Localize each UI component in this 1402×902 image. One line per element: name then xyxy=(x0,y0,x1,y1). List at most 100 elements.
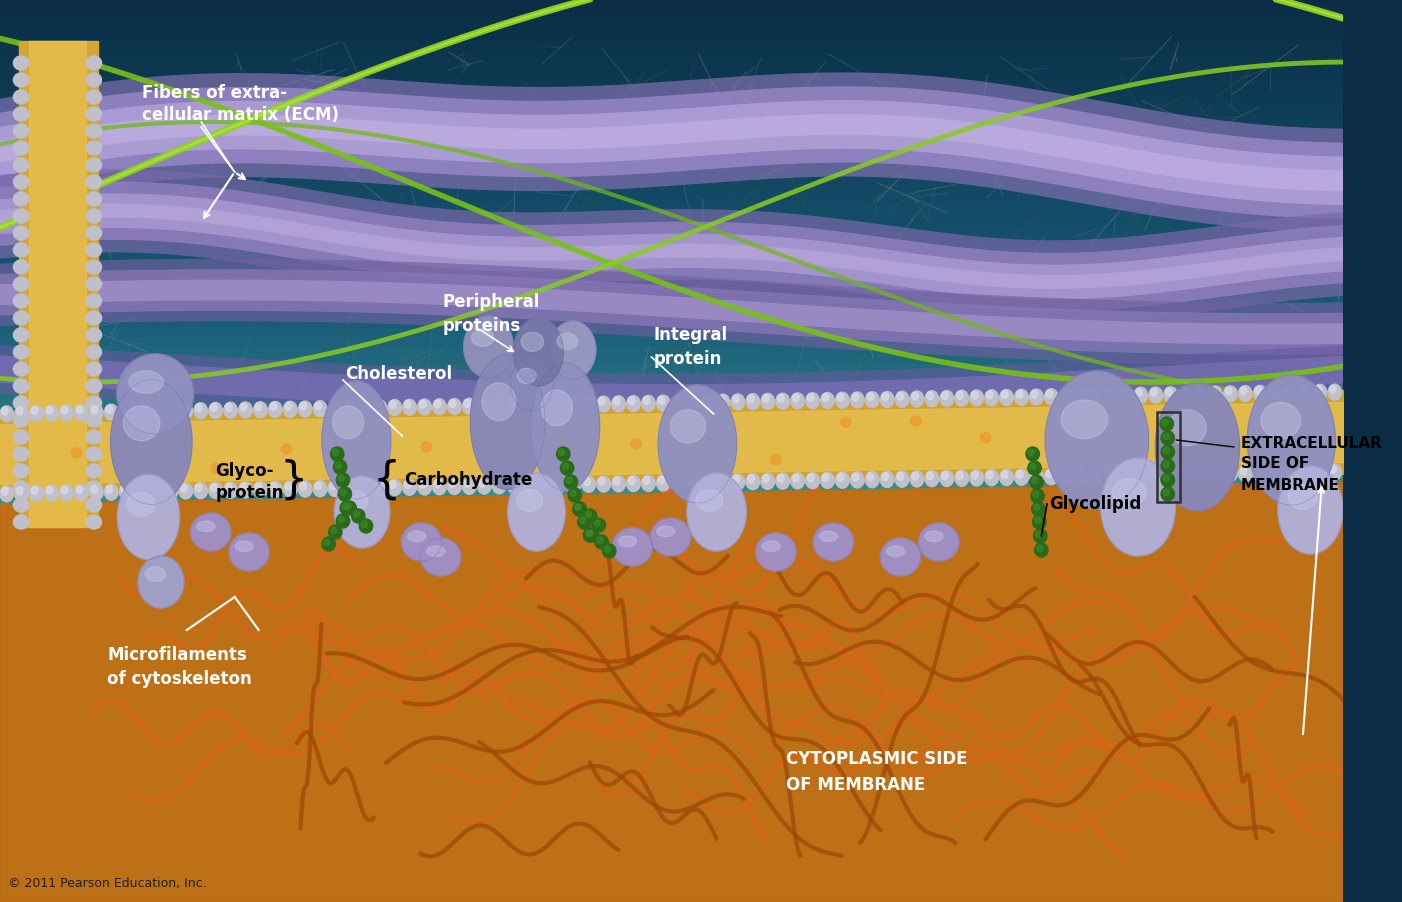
Bar xyxy=(0,782,1343,902)
Ellipse shape xyxy=(17,487,22,494)
Bar xyxy=(0,270,1343,275)
Ellipse shape xyxy=(254,401,268,418)
Ellipse shape xyxy=(628,476,635,484)
Ellipse shape xyxy=(164,403,178,419)
Ellipse shape xyxy=(970,390,983,406)
Circle shape xyxy=(583,509,597,523)
Ellipse shape xyxy=(421,442,432,452)
Ellipse shape xyxy=(14,141,28,155)
Ellipse shape xyxy=(791,393,805,409)
Ellipse shape xyxy=(1225,467,1232,474)
Circle shape xyxy=(573,502,586,516)
Ellipse shape xyxy=(119,404,133,420)
Ellipse shape xyxy=(695,490,723,511)
Bar xyxy=(0,581,1343,586)
Bar xyxy=(0,770,1343,776)
Bar xyxy=(0,297,1343,302)
Ellipse shape xyxy=(86,141,101,155)
Ellipse shape xyxy=(509,399,516,407)
Bar xyxy=(0,824,1343,830)
Ellipse shape xyxy=(808,393,815,401)
Ellipse shape xyxy=(775,474,789,489)
Ellipse shape xyxy=(328,400,342,417)
Ellipse shape xyxy=(1134,467,1148,483)
Ellipse shape xyxy=(851,392,864,408)
Ellipse shape xyxy=(86,345,101,359)
Bar xyxy=(0,243,1343,248)
Ellipse shape xyxy=(1091,389,1098,397)
Circle shape xyxy=(1162,419,1168,426)
Text: Glyco-
protein: Glyco- protein xyxy=(216,462,285,502)
Ellipse shape xyxy=(568,398,575,406)
Bar xyxy=(0,175,1343,180)
Ellipse shape xyxy=(1253,385,1267,401)
Ellipse shape xyxy=(732,394,744,410)
Bar xyxy=(0,419,1343,424)
Ellipse shape xyxy=(1136,389,1143,396)
Ellipse shape xyxy=(210,483,217,492)
Ellipse shape xyxy=(1151,468,1157,476)
Ellipse shape xyxy=(31,486,38,494)
Bar xyxy=(0,31,1343,36)
Ellipse shape xyxy=(1061,400,1108,438)
Ellipse shape xyxy=(509,479,516,486)
Ellipse shape xyxy=(886,546,904,557)
Ellipse shape xyxy=(972,391,979,399)
Ellipse shape xyxy=(541,390,572,426)
Ellipse shape xyxy=(1224,386,1237,402)
Ellipse shape xyxy=(373,480,387,496)
Ellipse shape xyxy=(435,480,440,488)
Ellipse shape xyxy=(121,405,128,413)
Ellipse shape xyxy=(14,481,28,495)
Bar xyxy=(1157,412,1180,502)
Bar xyxy=(0,464,1343,469)
Ellipse shape xyxy=(852,473,859,481)
Ellipse shape xyxy=(285,483,292,491)
Ellipse shape xyxy=(343,480,356,496)
Ellipse shape xyxy=(1,487,8,495)
Ellipse shape xyxy=(1044,469,1059,484)
Circle shape xyxy=(1030,463,1036,469)
Circle shape xyxy=(1161,445,1175,459)
Ellipse shape xyxy=(1165,468,1172,476)
Circle shape xyxy=(558,449,565,456)
Ellipse shape xyxy=(865,391,879,408)
Ellipse shape xyxy=(14,124,28,138)
Bar xyxy=(0,748,1343,753)
Bar xyxy=(0,486,1343,492)
Bar xyxy=(0,802,1343,807)
Bar xyxy=(0,558,1343,564)
Ellipse shape xyxy=(343,491,367,511)
Bar xyxy=(0,306,1343,311)
Ellipse shape xyxy=(613,528,652,566)
Circle shape xyxy=(362,521,367,528)
Text: © 2011 Pearson Education, Inc.: © 2011 Pearson Education, Inc. xyxy=(7,877,206,890)
Ellipse shape xyxy=(86,447,101,461)
Ellipse shape xyxy=(1061,470,1068,477)
Ellipse shape xyxy=(14,73,28,87)
Bar xyxy=(0,662,1343,667)
Ellipse shape xyxy=(116,354,193,434)
Ellipse shape xyxy=(322,381,391,499)
Bar xyxy=(0,883,1343,888)
Bar xyxy=(0,139,1343,144)
Ellipse shape xyxy=(618,536,637,547)
Ellipse shape xyxy=(716,394,729,410)
Circle shape xyxy=(328,525,342,539)
Bar xyxy=(0,337,1343,343)
Circle shape xyxy=(592,518,606,532)
Bar xyxy=(0,202,1343,207)
Bar xyxy=(28,41,86,527)
Bar xyxy=(0,861,1343,866)
Text: }: } xyxy=(280,458,308,502)
Ellipse shape xyxy=(86,498,101,512)
Ellipse shape xyxy=(972,471,979,479)
Ellipse shape xyxy=(984,390,998,406)
Text: Carbohydrate: Carbohydrate xyxy=(404,471,533,489)
Bar xyxy=(0,743,1343,749)
Bar xyxy=(0,865,1343,870)
Ellipse shape xyxy=(91,485,98,493)
Bar xyxy=(0,40,1343,45)
Ellipse shape xyxy=(1255,386,1262,394)
Bar xyxy=(0,608,1343,613)
